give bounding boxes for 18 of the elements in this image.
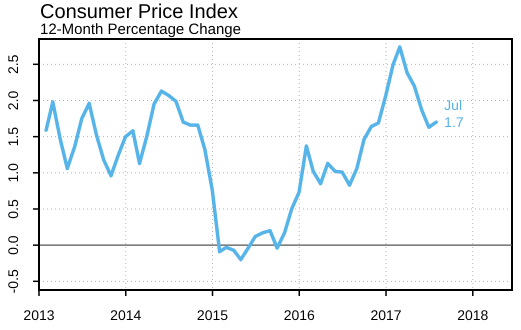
x-tick-label: 2016	[284, 306, 316, 323]
x-tick-label: 2013	[23, 306, 55, 323]
y-tick-label: 2.0	[5, 90, 21, 110]
line-series	[44, 45, 438, 262]
annotation: 1.7	[444, 114, 464, 130]
y-tick-label: 0.5	[5, 199, 21, 219]
y-tick-label: -0.5	[5, 269, 21, 294]
y-tick-label: 1.5	[5, 126, 21, 146]
y-tick-label: 0.0	[5, 235, 21, 255]
x-tick-label: 2015	[196, 306, 228, 323]
chart-title: Consumer Price Index	[40, 1, 238, 23]
chart-subtitle: 12-Month Percentage Change	[40, 21, 241, 38]
annotation: Jul	[444, 97, 462, 114]
x-tick-label: 2018	[457, 306, 489, 323]
x-tick-label: 2017	[370, 306, 402, 323]
y-tick-label: 1.0	[5, 162, 21, 183]
x-tick-label: 2014	[110, 306, 142, 323]
y-tick-label: 2.5	[5, 54, 21, 74]
